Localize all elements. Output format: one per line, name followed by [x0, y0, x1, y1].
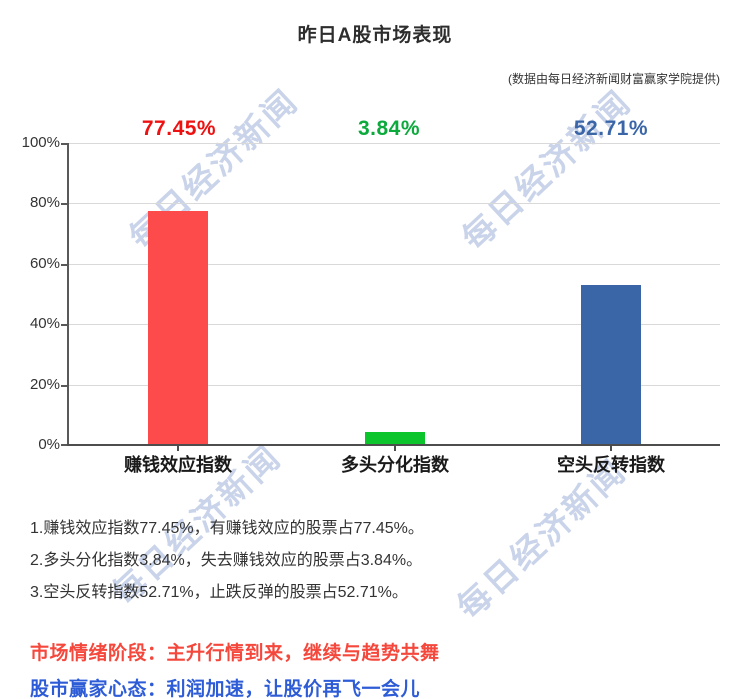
- gridline-80: [68, 203, 720, 204]
- value-label-bear-reversal: 52.71%: [573, 117, 649, 140]
- note-money-making: 1.赚钱效应指数77.45%，有赚钱效应的股票占77.45%。: [30, 520, 424, 537]
- y-axis-label-80: 80%: [29, 194, 60, 211]
- y-tick-80: [61, 203, 67, 205]
- chart-title: 昨日A股市场表现: [297, 25, 453, 46]
- x-tick-2: [394, 446, 396, 451]
- gridline-20: [68, 385, 720, 386]
- winner-mindset-line: 股市赢家心态：利润加速，让股价再飞一会儿: [30, 679, 421, 699]
- market-sentiment-line: 市场情绪阶段：主升行情到来，继续与趋势共舞: [30, 643, 440, 664]
- category-label-bull-divergence: 多头分化指数: [341, 455, 449, 475]
- y-tick-20: [61, 385, 67, 387]
- x-axis-line: [67, 444, 720, 446]
- y-axis-label-60: 60%: [29, 255, 60, 272]
- y-axis-label-40: 40%: [29, 315, 60, 332]
- bar-money-making-index: [148, 211, 208, 444]
- value-label-bull-divergence: 3.84%: [357, 117, 421, 140]
- gridline-60: [68, 264, 720, 265]
- category-label-money-making: 赚钱效应指数: [124, 455, 232, 475]
- category-label-bear-reversal: 空头反转指数: [557, 455, 665, 475]
- x-tick-3: [610, 446, 612, 451]
- note-bear-reversal: 3.空头反转指数52.71%，止跌反弹的股票占52.71%。: [30, 584, 408, 601]
- y-tick-100: [61, 143, 67, 145]
- y-axis-label-100: 100%: [21, 134, 60, 151]
- gridline-100: [68, 143, 720, 144]
- x-tick-1: [177, 446, 179, 451]
- watermark-text: 每日经济新闻: [455, 82, 639, 258]
- data-source-note: (数据由每日经济新闻财富赢家学院提供): [508, 72, 720, 86]
- bar-bear-reversal-index: [581, 285, 641, 444]
- y-axis-line: [67, 143, 69, 446]
- y-tick-60: [61, 264, 67, 266]
- gridline-40: [68, 324, 720, 325]
- y-axis-label-20: 20%: [29, 376, 60, 393]
- note-bull-divergence: 2.多头分化指数3.84%，失去赚钱效应的股票占3.84%。: [30, 552, 423, 569]
- y-tick-0: [61, 444, 67, 446]
- value-label-money-making: 77.45%: [141, 117, 217, 140]
- y-axis-label-0: 0%: [38, 436, 60, 453]
- watermark-text: 每日经济新闻: [122, 81, 306, 257]
- bar-bull-divergence-index: [365, 432, 425, 444]
- y-tick-40: [61, 324, 67, 326]
